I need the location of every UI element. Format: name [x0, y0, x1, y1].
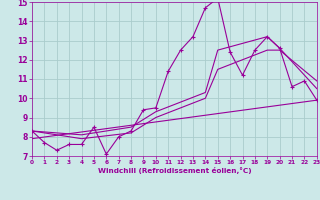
- X-axis label: Windchill (Refroidissement éolien,°C): Windchill (Refroidissement éolien,°C): [98, 167, 251, 174]
